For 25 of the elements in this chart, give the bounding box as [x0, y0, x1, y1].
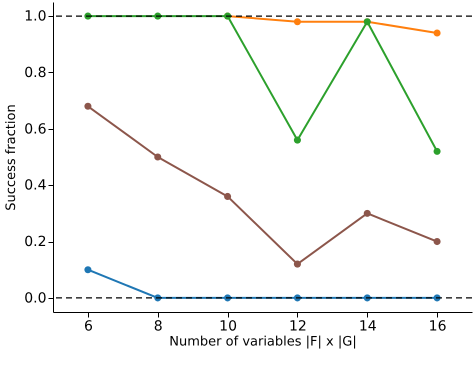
x-tick-label: 8 — [154, 318, 163, 334]
point — [294, 18, 301, 26]
point — [154, 153, 162, 161]
y-tick-label: 0.8 — [24, 64, 46, 81]
point — [364, 210, 371, 217]
x-tick-label: 10 — [219, 318, 237, 334]
point — [294, 260, 301, 268]
point — [434, 148, 441, 155]
y-tick-label: 0.0 — [24, 290, 46, 306]
y-tick-label: 1.0 — [24, 8, 46, 25]
point — [434, 29, 441, 37]
point — [84, 102, 92, 110]
x-tick-label: 16 — [428, 318, 447, 334]
y-tick-label: 0.2 — [24, 234, 46, 250]
x-tick-label: 14 — [358, 318, 377, 334]
y-axis-title: Success fraction — [4, 104, 20, 211]
x-axis-title: Number of variables |F| x |G| — [169, 334, 357, 350]
point — [294, 136, 301, 144]
point — [434, 238, 441, 246]
y-tick-label: 0.4 — [24, 178, 47, 194]
point — [84, 266, 92, 274]
y-tick-label: 0.6 — [24, 121, 47, 138]
x-tick-label: 6 — [84, 318, 93, 334]
x-tick-label: 12 — [289, 318, 307, 334]
point — [224, 192, 232, 200]
